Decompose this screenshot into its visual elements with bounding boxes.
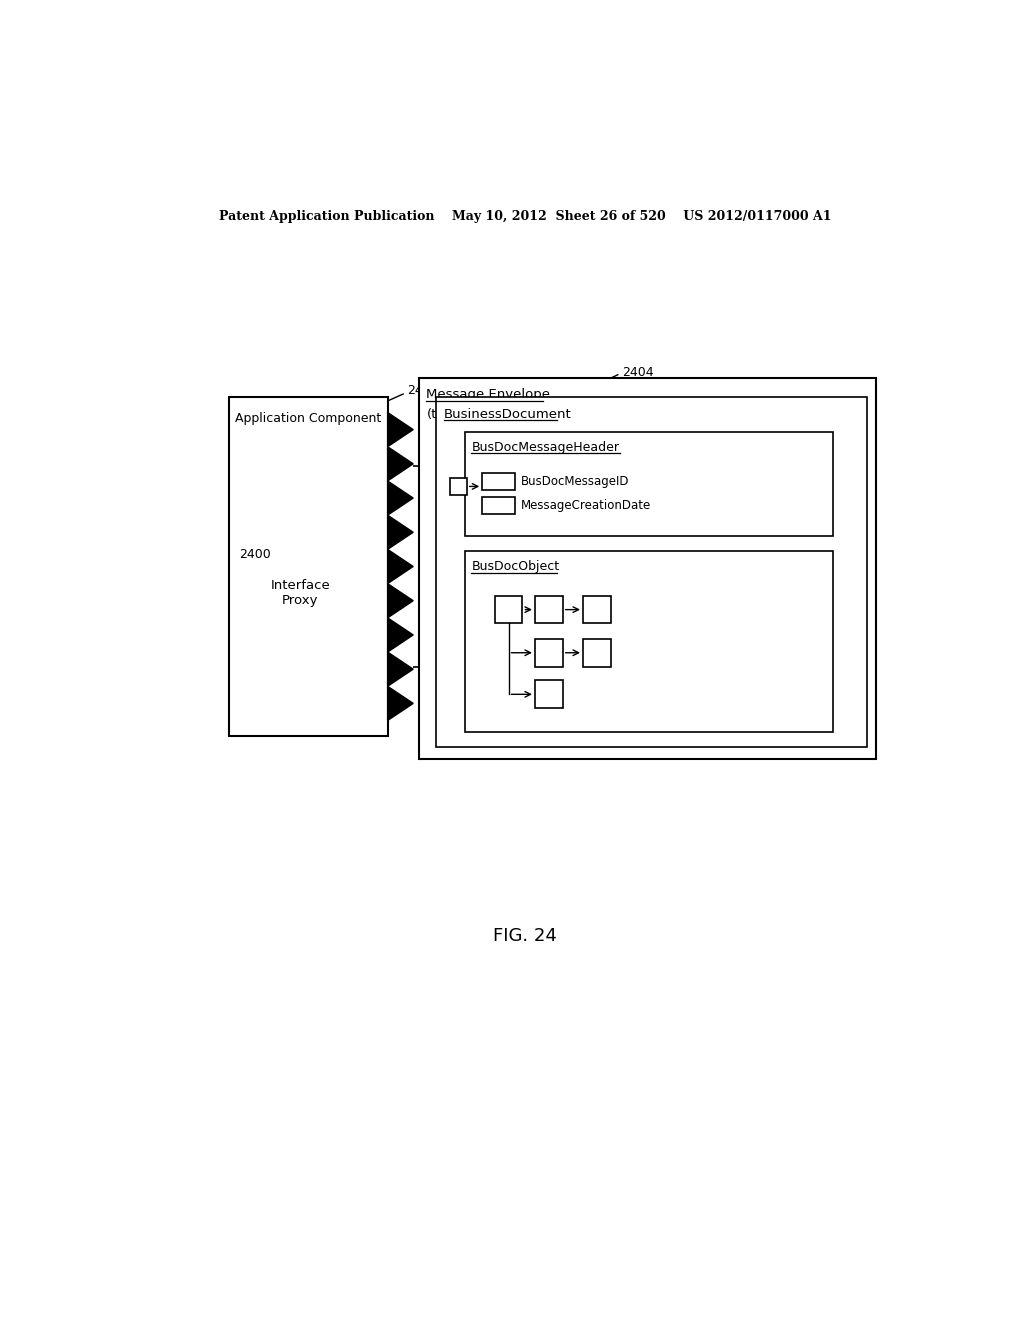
Polygon shape bbox=[388, 446, 414, 480]
Text: 2404: 2404 bbox=[622, 366, 653, 379]
Polygon shape bbox=[388, 652, 414, 686]
Text: "Message Type" Type "MsgDatatype": "Message Type" Type "MsgDatatype" bbox=[535, 432, 760, 445]
Bar bbox=[583, 595, 611, 623]
Text: Message Envelope: Message Envelope bbox=[426, 388, 550, 401]
Text: FIG. 24: FIG. 24 bbox=[493, 927, 557, 945]
Text: Interface
Proxy: Interface Proxy bbox=[270, 579, 331, 607]
Text: Patent Application Publication    May 10, 2012  Sheet 26 of 520    US 2012/01170: Patent Application Publication May 10, 2… bbox=[218, 210, 831, 223]
Polygon shape bbox=[388, 549, 414, 583]
Bar bbox=[419, 378, 876, 759]
Polygon shape bbox=[388, 686, 414, 721]
Polygon shape bbox=[388, 412, 414, 446]
Bar bbox=[465, 432, 834, 536]
Text: 2400: 2400 bbox=[240, 548, 271, 561]
Text: (technical): (technical) bbox=[426, 408, 498, 421]
Bar bbox=[436, 397, 866, 747]
Text: 2402: 2402 bbox=[407, 384, 438, 397]
Text: Application Component: Application Component bbox=[236, 412, 381, 425]
Text: BusDocMessageID: BusDocMessageID bbox=[521, 474, 630, 487]
Bar bbox=[450, 478, 467, 495]
Bar bbox=[535, 595, 563, 623]
Bar bbox=[535, 681, 563, 708]
Polygon shape bbox=[388, 583, 414, 618]
Bar bbox=[495, 595, 522, 623]
Bar bbox=[583, 639, 611, 667]
Bar bbox=[482, 498, 515, 515]
Bar bbox=[535, 639, 563, 667]
Text: BusinessDocument: BusinessDocument bbox=[444, 408, 572, 421]
Polygon shape bbox=[388, 480, 414, 515]
Text: BusDocObject: BusDocObject bbox=[471, 560, 559, 573]
Text: BusDocMessageHeader: BusDocMessageHeader bbox=[471, 441, 620, 454]
Bar bbox=[482, 473, 515, 490]
Text: MessageCreationDate: MessageCreationDate bbox=[521, 499, 651, 512]
Bar bbox=[228, 397, 388, 737]
Polygon shape bbox=[388, 618, 414, 652]
Polygon shape bbox=[388, 515, 414, 549]
Bar bbox=[465, 552, 834, 733]
